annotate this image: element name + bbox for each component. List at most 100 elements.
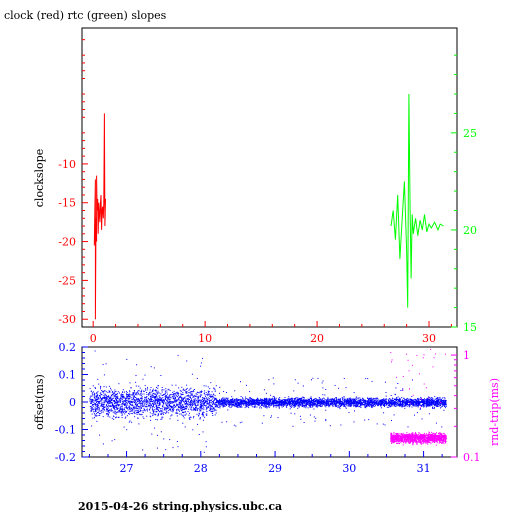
offset-point	[128, 397, 129, 399]
offset-point	[180, 407, 182, 409]
offset-point	[263, 400, 265, 401]
offset-point	[324, 405, 326, 407]
offset-point	[116, 403, 118, 405]
offset-point	[363, 400, 365, 402]
offset-point	[130, 404, 132, 406]
offset-point	[272, 401, 274, 403]
offset-point	[178, 398, 180, 400]
offset-point	[178, 406, 180, 408]
offset-point	[343, 396, 345, 398]
offset-point	[93, 394, 95, 396]
offset-point	[94, 415, 96, 417]
offset-point	[330, 404, 332, 405]
offset-point	[145, 399, 147, 401]
offset-point	[247, 402, 249, 404]
offset-point	[274, 400, 276, 401]
offset-point	[120, 411, 122, 413]
offset-point	[334, 399, 336, 401]
offset-point	[110, 401, 112, 403]
offset-point	[292, 397, 294, 399]
offset-point	[169, 390, 171, 391]
offset-point	[194, 400, 196, 402]
offset-point	[163, 399, 165, 401]
offset-point	[100, 400, 101, 402]
offset-point	[243, 401, 245, 403]
offset-point	[404, 400, 406, 402]
offset-point	[162, 409, 164, 411]
offset-point	[349, 398, 351, 400]
offset-point	[167, 407, 169, 409]
offset-point	[149, 398, 151, 400]
offset-point	[205, 446, 207, 448]
offset-point	[189, 396, 191, 398]
offset-point	[353, 403, 355, 404]
offset-point	[162, 413, 164, 415]
offset-point	[317, 399, 319, 401]
offset-point	[209, 402, 210, 403]
offset-point	[134, 416, 136, 418]
offset-point	[156, 447, 158, 449]
offset-point	[441, 404, 443, 406]
offset-point	[279, 403, 281, 405]
offset-point	[226, 400, 228, 402]
offset-point	[219, 404, 221, 406]
offset-point	[427, 398, 429, 400]
offset-point	[134, 402, 135, 403]
offset-point	[152, 390, 154, 392]
offset-point	[277, 405, 279, 407]
offset-point	[236, 398, 238, 400]
offset-point	[157, 392, 159, 394]
offset-point	[368, 403, 370, 405]
offset-point	[343, 404, 345, 406]
offset-point	[409, 404, 411, 406]
offset-point	[169, 394, 171, 396]
offset-point	[167, 408, 169, 409]
offset-point	[338, 387, 340, 389]
offset-point	[107, 409, 109, 411]
offset-point	[338, 403, 340, 404]
offset-point	[160, 431, 162, 433]
offset-point	[429, 404, 431, 406]
offset-point	[336, 399, 338, 401]
offset-point	[332, 402, 334, 403]
offset-point	[312, 399, 314, 401]
offset-point	[351, 401, 353, 403]
offset-point	[166, 396, 168, 397]
offset-point	[166, 409, 168, 411]
offset-point	[239, 401, 241, 403]
offset-point	[124, 398, 126, 400]
offset-point	[232, 400, 234, 402]
offset-point	[311, 398, 312, 400]
offset-point	[418, 399, 420, 401]
offset-point	[375, 397, 377, 399]
offset-point	[398, 402, 400, 404]
offset-point	[124, 391, 125, 393]
offset-point	[183, 401, 185, 403]
offset-point	[439, 405, 441, 407]
offset-point	[149, 398, 151, 400]
offset-point	[167, 393, 168, 395]
offset-point	[212, 403, 214, 405]
offset-point	[280, 401, 282, 402]
offset-point	[317, 377, 319, 379]
offset-point	[116, 402, 118, 403]
offset-point	[139, 410, 141, 412]
offset-point	[124, 404, 125, 406]
offset-point	[180, 408, 182, 409]
offset-point	[437, 405, 439, 407]
offset-point	[241, 400, 243, 402]
offset-point	[171, 408, 173, 410]
offset-point	[417, 405, 419, 407]
offset-point	[259, 402, 261, 404]
offset-point	[149, 401, 151, 403]
offset-point	[353, 400, 355, 402]
offset-point	[362, 402, 364, 404]
offset-point	[350, 403, 352, 405]
offset-point	[162, 397, 164, 399]
offset-point	[188, 408, 190, 410]
offset-point	[193, 400, 195, 401]
offset-point	[343, 405, 345, 407]
offset-point	[224, 404, 226, 406]
offset-point	[419, 402, 421, 404]
offset-point	[409, 405, 411, 407]
